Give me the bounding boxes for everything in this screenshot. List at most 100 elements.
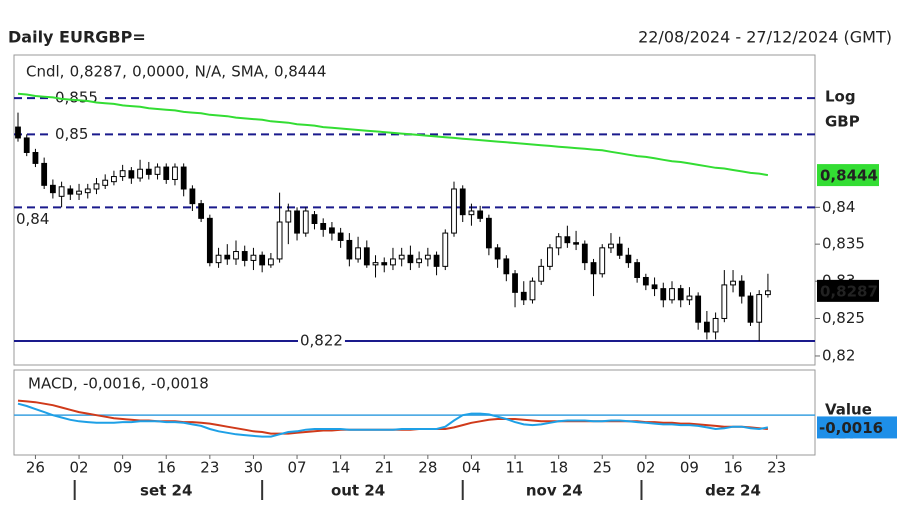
x-tick-label: 26 [26, 459, 45, 477]
candle-body [76, 190, 82, 195]
candle-body [503, 258, 510, 275]
x-tick-label: 07 [287, 459, 306, 477]
candle-body [765, 290, 771, 296]
value-label-box [817, 416, 897, 439]
candle-body [529, 280, 536, 301]
price-label-box [817, 279, 879, 302]
price-label: 0,8444 [820, 167, 878, 185]
candle-body [285, 210, 292, 223]
candle-body [233, 251, 239, 260]
candle-body [564, 236, 571, 244]
candle-body [372, 262, 379, 266]
candle-body [67, 188, 74, 195]
month-label: nov 24 [526, 482, 583, 500]
x-tick-label: 16 [157, 459, 176, 477]
x-tick-label: 09 [680, 459, 699, 477]
candle-body [172, 166, 178, 180]
candle-body [424, 254, 431, 260]
x-tick-label: 04 [462, 459, 481, 477]
candle-body [41, 162, 48, 186]
legend-sep: , [60, 63, 65, 81]
candle-body [642, 276, 649, 286]
legend-sep: , [122, 63, 127, 81]
candle-body [337, 232, 344, 241]
candle-body [137, 168, 143, 179]
candle-body [154, 166, 161, 175]
candle-body [49, 184, 56, 194]
x-tick-label: 25 [593, 459, 612, 477]
candle-body [634, 262, 641, 278]
candle-body [660, 288, 667, 301]
x-tick-label: 16 [723, 459, 742, 477]
candle-body [451, 188, 457, 234]
legend-sep: , [73, 375, 78, 393]
month-label: out 24 [331, 482, 385, 500]
reference-label-bg [53, 125, 91, 144]
legend-sep: , [221, 63, 226, 81]
candle-body [381, 262, 388, 266]
legend-item: N/A [195, 63, 222, 81]
value-label: -0,0016 [819, 419, 883, 437]
candle-body [23, 137, 30, 153]
x-tick-label: 21 [375, 459, 394, 477]
candle-body [241, 251, 248, 261]
candle-body [102, 179, 109, 186]
candle-body [250, 254, 257, 261]
candle-body [721, 284, 728, 319]
candle-body [703, 321, 710, 333]
candle-body [180, 166, 187, 190]
candle-body [616, 243, 623, 256]
candle-body [398, 254, 405, 260]
month-label: set 24 [140, 482, 192, 500]
candle-body [58, 186, 65, 197]
legend-item: SMA [231, 63, 264, 81]
macd-line [17, 402, 769, 438]
legend-item: 0,8444 [274, 63, 327, 81]
sma-line [17, 92, 769, 177]
legend-item: -0,0018 [151, 375, 209, 393]
candle-body [294, 210, 300, 234]
legend-sep: , [185, 63, 190, 81]
candle-body [311, 214, 318, 224]
reference-label: 0,855 [55, 89, 98, 107]
legend-item: MACD [28, 375, 73, 393]
x-tick-label: 23 [200, 459, 219, 477]
month-label: dez 24 [705, 482, 761, 500]
y-tick-label: 0,84 [822, 198, 855, 216]
candle-body [119, 170, 126, 178]
candle-body [573, 242, 579, 245]
candle-body [730, 280, 736, 286]
x-tick-label: 09 [113, 459, 132, 477]
candle-body [468, 210, 475, 216]
candle-body [677, 288, 684, 301]
candle-body [485, 217, 492, 249]
chart-title: Daily EURGBP= [8, 28, 146, 47]
candle-body [206, 217, 213, 264]
legend-sep: , [141, 375, 146, 393]
legend-item: 0,0000 [132, 63, 185, 81]
legend-sep: , [264, 63, 269, 81]
candle-body [494, 247, 501, 260]
candle-body [145, 168, 152, 175]
candle-body [189, 188, 196, 205]
candle-body [84, 188, 91, 194]
candle-body [215, 254, 222, 264]
candle-body [363, 247, 370, 266]
price-panel [13, 54, 816, 366]
candle-body [599, 247, 606, 275]
axis-label: Value [825, 401, 872, 419]
axis-label: Log [825, 88, 856, 106]
candle-body [608, 243, 614, 249]
candle-body [669, 288, 675, 301]
legend-item: 0,8287 [70, 63, 123, 81]
candle-body [712, 317, 719, 333]
candle-body [547, 247, 553, 267]
candle-body [625, 254, 632, 264]
candle-body [520, 291, 527, 301]
reference-label-bg [53, 89, 100, 108]
candle-body [686, 295, 693, 301]
candle-body [329, 227, 335, 234]
legend-item: -0,0016 [83, 375, 141, 393]
candle-body [267, 258, 274, 266]
candle-body [15, 126, 21, 139]
